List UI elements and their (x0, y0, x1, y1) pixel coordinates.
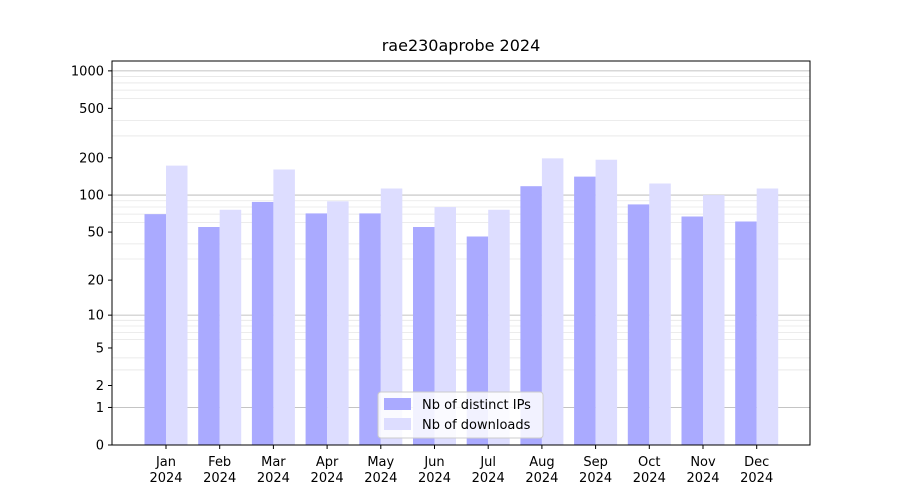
y-tick-label: 1000 (71, 64, 104, 79)
legend-swatch (384, 418, 411, 430)
chart-title: rae230aprobe 2024 (382, 36, 541, 55)
x-tick-label-year: 2024 (364, 471, 397, 486)
x-tick-label-month: Apr (316, 455, 339, 470)
legend: Nb of distinct IPs Nb of downloads (377, 391, 544, 439)
bar-distinct-ips (305, 213, 328, 445)
bar-downloads (488, 209, 510, 445)
x-tick-label-month: May (367, 455, 394, 470)
x-tick-label-month: Jan (155, 455, 176, 470)
bar-distinct-ips (735, 221, 757, 445)
bar-distinct-ips (681, 216, 703, 445)
x-tick-label-month: Dec (744, 455, 769, 470)
x-tick-label-month: Oct (638, 455, 660, 470)
y-tick-label: 100 (79, 189, 104, 204)
x-tick-label-year: 2024 (579, 471, 612, 486)
x-tick-label-year: 2024 (203, 471, 236, 486)
bar-distinct-ips (520, 186, 542, 445)
x-tick-label-year: 2024 (149, 471, 182, 486)
bar-downloads (541, 158, 564, 445)
y-tick-label: 0 (96, 439, 104, 454)
bar-downloads (327, 201, 349, 445)
bar-distinct-ips (359, 213, 381, 445)
x-tick-label-year: 2024 (418, 471, 451, 486)
legend-box (377, 391, 544, 439)
bar-distinct-ips (574, 176, 596, 445)
x-tick-label-month: Jul (479, 455, 496, 470)
x-tick-label-month: Mar (261, 455, 286, 470)
y-tick-label: 200 (79, 151, 104, 166)
y-tick-label: 5 (96, 341, 104, 356)
x-tick-label-year: 2024 (311, 471, 344, 486)
bar-downloads (166, 165, 188, 445)
bar-downloads (756, 188, 779, 445)
bar-downloads (703, 195, 725, 445)
x-tick-label-year: 2024 (740, 471, 773, 486)
y-axis: 0 1 2 5 10 20 50 100 200 500 1000 (71, 64, 112, 454)
x-tick-label-year: 2024 (472, 471, 505, 486)
bar-downloads (434, 207, 456, 445)
bar-downloads (273, 169, 295, 445)
y-tick-label: 2 (96, 379, 104, 394)
bar-downloads (595, 159, 618, 445)
y-tick-label: 50 (87, 226, 104, 241)
y-tick-label: 1 (96, 401, 104, 416)
legend-swatch (384, 398, 411, 410)
x-axis: Jan2024Feb2024Mar2024Apr2024May2024Jun20… (149, 445, 773, 486)
bar-downloads (219, 209, 242, 445)
legend-label: Nb of distinct IPs (422, 398, 531, 413)
x-tick-label-month: Sep (583, 455, 608, 470)
x-tick-label-year: 2024 (686, 471, 719, 486)
y-tick-label: 10 (87, 309, 104, 324)
bar-downloads (649, 183, 671, 446)
x-tick-label-month: Jun (423, 455, 444, 470)
bar-distinct-ips (198, 227, 220, 445)
x-tick-label-month: Nov (690, 455, 716, 470)
bar-distinct-ips (413, 227, 435, 445)
bar-downloads (380, 188, 403, 445)
bars (144, 158, 779, 446)
bar-distinct-ips (627, 204, 650, 445)
bar-distinct-ips (251, 201, 274, 445)
x-tick-label-year: 2024 (257, 471, 290, 486)
plot-frame (111, 60, 811, 446)
legend-label: Nb of downloads (422, 418, 531, 433)
x-tick-label-month: Aug (529, 455, 554, 470)
y-tick-label: 500 (79, 102, 104, 117)
y-tick-label: 20 (87, 274, 104, 289)
x-tick-label-year: 2024 (525, 471, 558, 486)
x-tick-label-month: Feb (208, 455, 231, 470)
bar-distinct-ips (144, 214, 166, 445)
x-tick-label-year: 2024 (633, 471, 666, 486)
